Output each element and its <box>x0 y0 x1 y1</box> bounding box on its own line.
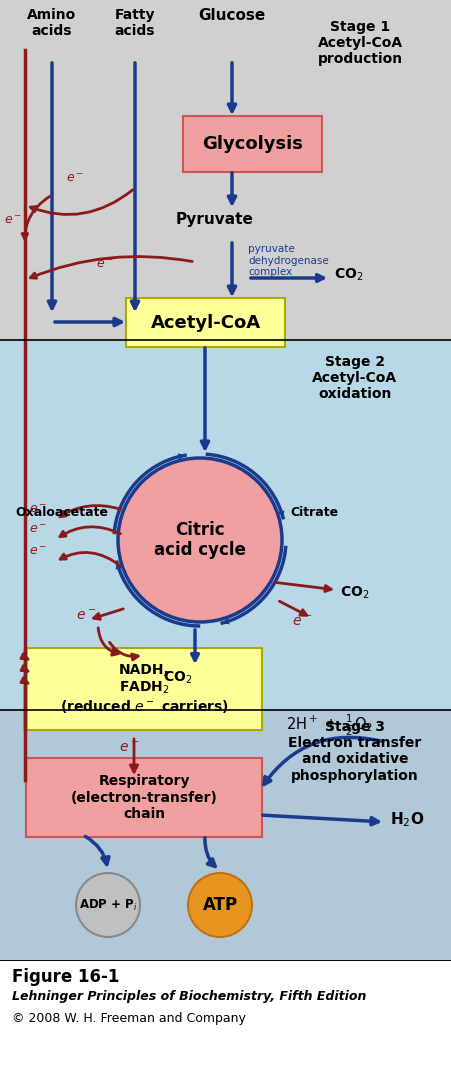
Bar <box>0 961 451 1072</box>
Text: Stage 1
Acetyl-CoA
production: Stage 1 Acetyl-CoA production <box>318 20 403 66</box>
Text: $e^-$: $e^-$ <box>76 609 96 623</box>
FancyBboxPatch shape <box>26 647 262 730</box>
Text: CO$_2$: CO$_2$ <box>163 670 192 686</box>
Circle shape <box>76 873 140 937</box>
Text: Acetyl-CoA: Acetyl-CoA <box>151 313 261 331</box>
Bar <box>0 710 451 961</box>
Text: Figure 16-1: Figure 16-1 <box>12 968 120 986</box>
Text: ATP: ATP <box>202 896 238 914</box>
Text: Oxaloacetate: Oxaloacetate <box>15 506 108 519</box>
FancyBboxPatch shape <box>183 116 322 172</box>
Text: 2H$^+$ +  $\frac{1}{2}$O$_2$: 2H$^+$ + $\frac{1}{2}$O$_2$ <box>286 713 373 738</box>
Text: Stage 2
Acetyl-CoA
oxidation: Stage 2 Acetyl-CoA oxidation <box>313 355 398 401</box>
Text: ADP + P$_i$: ADP + P$_i$ <box>79 897 137 912</box>
Bar <box>0 340 451 710</box>
Circle shape <box>188 873 252 937</box>
Text: Glucose: Glucose <box>198 8 266 23</box>
Text: © 2008 W. H. Freeman and Company: © 2008 W. H. Freeman and Company <box>12 1012 246 1025</box>
Text: Fatty
acids: Fatty acids <box>115 8 155 39</box>
Text: NADH,
FADH$_2$
(reduced $e^-$ carriers): NADH, FADH$_2$ (reduced $e^-$ carriers) <box>60 662 228 715</box>
Text: $e^-$: $e^-$ <box>66 172 84 185</box>
Circle shape <box>118 458 282 622</box>
Text: Stage 3
Electron transfer
and oxidative
phosphorylation: Stage 3 Electron transfer and oxidative … <box>288 720 422 783</box>
Text: $e^-$: $e^-$ <box>29 545 47 559</box>
Text: $e^-$: $e^-$ <box>29 523 47 536</box>
Text: $e^-$: $e^-$ <box>119 741 139 755</box>
FancyBboxPatch shape <box>126 298 285 347</box>
FancyBboxPatch shape <box>26 758 262 837</box>
Text: $e^-$: $e^-$ <box>4 213 22 226</box>
Text: Amino
acids: Amino acids <box>28 8 77 39</box>
Text: CO$_2$: CO$_2$ <box>334 267 364 283</box>
Text: Pyruvate: Pyruvate <box>176 212 254 227</box>
Text: H$_2$O: H$_2$O <box>390 810 424 830</box>
Text: pyruvate
dehydrogenase
complex: pyruvate dehydrogenase complex <box>248 244 329 278</box>
Text: CO$_2$: CO$_2$ <box>340 585 369 601</box>
Text: $e^-$: $e^-$ <box>292 615 312 629</box>
Text: $e^-$: $e^-$ <box>29 503 47 516</box>
Text: Glycolysis: Glycolysis <box>202 135 303 153</box>
Text: Citric
acid cycle: Citric acid cycle <box>154 521 246 560</box>
Text: $e^-$: $e^-$ <box>96 258 114 271</box>
Text: Respiratory
(electron-transfer)
chain: Respiratory (electron-transfer) chain <box>70 774 217 821</box>
Text: Lehninger Principles of Biochemistry, Fifth Edition: Lehninger Principles of Biochemistry, Fi… <box>12 991 366 1003</box>
Text: Citrate: Citrate <box>290 506 338 519</box>
Bar <box>0 0 451 340</box>
